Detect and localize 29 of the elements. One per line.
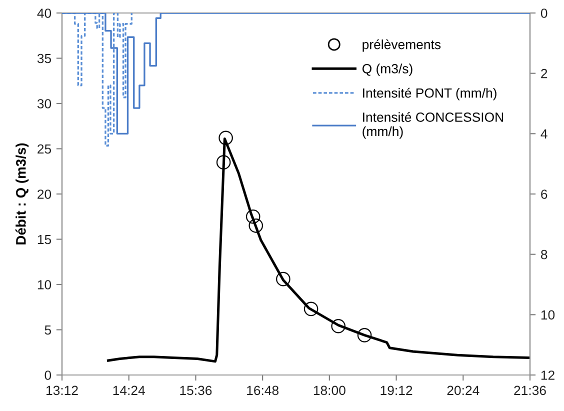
y2-tick-label: 12 — [541, 370, 554, 380]
y-tick-label: 10 — [38, 280, 52, 290]
x-tick-label: 20:24 — [447, 386, 480, 396]
y2-tick-label: 10 — [541, 310, 555, 320]
x-tick-label: 21:36 — [514, 386, 546, 396]
y-tick-label: 25 — [38, 144, 52, 154]
legend-label: prélèvements — [362, 39, 441, 52]
y-tick-label: 15 — [38, 234, 52, 244]
y-tick-label: 30 — [37, 99, 52, 108]
y-axis-title: Débit : Q (m3/s) — [16, 143, 29, 244]
x-tick-label: 14:24 — [113, 386, 145, 395]
x-tick-label: 19:12 — [380, 386, 412, 396]
y2-tick-label: 2 — [541, 68, 548, 78]
x-tick-label: 13:12 — [46, 386, 78, 396]
y2-tick-label: 4 — [540, 129, 548, 138]
y2-tick-label: 6 — [541, 190, 548, 199]
y2-tick-label: 0 — [540, 8, 548, 18]
x-tick-label: 18:00 — [314, 386, 346, 396]
y-tick-label: 0 — [44, 370, 52, 380]
y-tick-label: 20 — [38, 190, 52, 199]
y2-tick-label: 8 — [540, 250, 548, 260]
legend-label: Intensité PONT (mm/h) — [363, 88, 496, 100]
x-tick-label: 15:36 — [180, 386, 212, 396]
x-tick-label: 16:48 — [247, 386, 279, 396]
legend-label: Intensité CONCESSION (mm/h) — [362, 112, 504, 139]
y-tick-label: 35 — [37, 54, 52, 64]
y-tick-label: 5 — [44, 325, 52, 335]
legend-label: Q (m3/s) — [362, 64, 412, 76]
y-tick-label: 40 — [37, 8, 52, 18]
